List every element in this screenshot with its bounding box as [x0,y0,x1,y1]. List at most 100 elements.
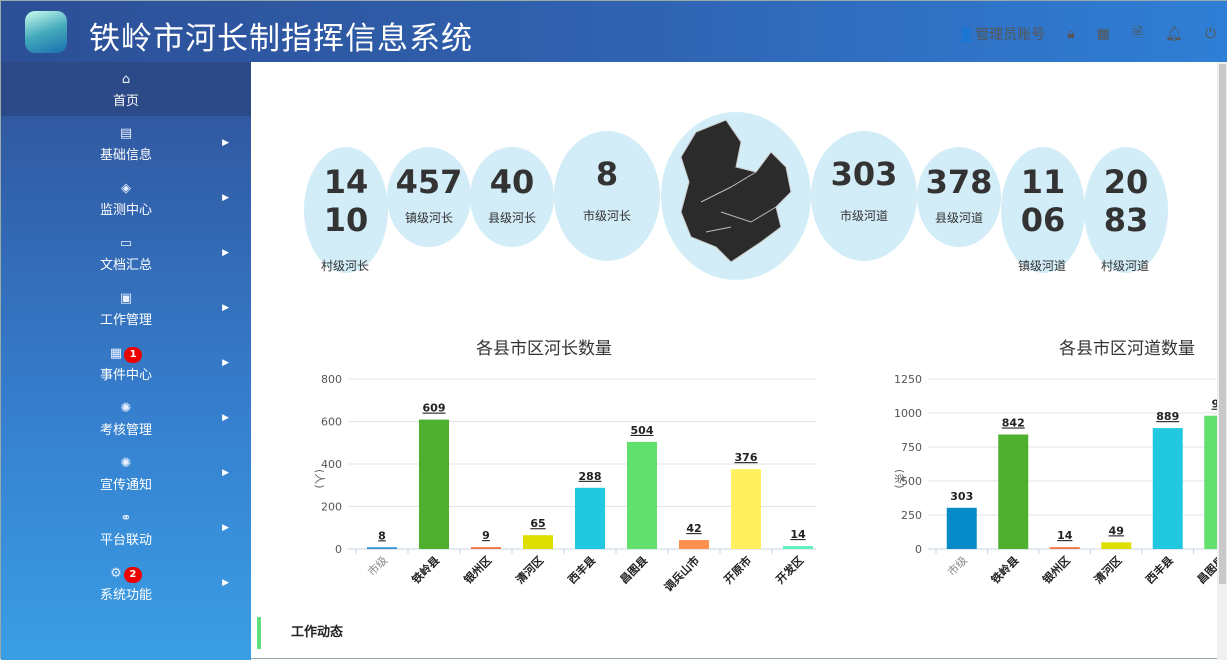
y-tick-label: 0 [915,543,922,556]
bar [575,487,605,549]
file-icon: ▤ [119,126,133,141]
y-tick-label: 1000 [894,407,922,420]
stat-town-river[interactable]: 1106 [1001,147,1085,273]
caret-right-icon: ▶ [222,523,229,533]
y-tick-label: 1250 [894,373,922,386]
sidebar: ⌂ 首页 ▤ 基础信息 ▶ ◈ 监测中心 ▶ ▭ 文档汇总 ▶ ▣ 工作管理 ▶ ▦ 1 事件中心 ▶ ✺ 考核管理 ▶… [1,62,251,660]
map-bubble[interactable] [661,112,811,280]
stat-village-river[interactable]: 2083 [1084,147,1168,273]
x-tick-label: 西丰县 [565,553,598,586]
x-tick-label: 市级 [944,553,969,578]
caret-right-icon: ▶ [222,303,229,313]
grid-icon: ▦ 1 [1,336,251,364]
caret-right-icon: ▶ [222,468,229,478]
tieling-map [680,119,792,263]
scrollbar[interactable] [1217,62,1227,660]
y-tick-label: 200 [321,501,342,514]
bar [419,419,449,549]
y-tick-label: 600 [321,416,342,429]
sidebar-item-5[interactable]: ▦ 1 事件中心 ▶ [1,336,251,391]
sidebar-item-3[interactable]: ▭ 文档汇总 ▶ [1,226,251,281]
stat-village-chief[interactable]: 1410 [304,147,388,273]
sidebar-item-label: 首页 [112,94,139,109]
caret-right-icon: ▶ [222,193,229,203]
sidebar-item-label: 宣传通知 [99,478,152,493]
y-tick-label: 750 [901,441,922,454]
bar [679,540,709,549]
user-icon: 👤 [957,27,976,43]
lock-icon[interactable]: 🔒︎ [1067,26,1075,42]
power-icon[interactable]: ⏻ [1204,26,1216,42]
sidebar-item-2[interactable]: ◈ 监测中心 ▶ [1,171,251,226]
caret-right-icon: ▶ [222,578,229,588]
bar [367,547,397,549]
stat-city-chief[interactable]: 8 市级河长 [554,131,660,261]
sidebar-item-8[interactable]: ⚭ 平台联动 ▶ [1,501,251,556]
y-tick-label: 500 [901,475,922,488]
sidebar-item-6[interactable]: ✺ 考核管理 ▶ [1,391,251,446]
archive-icon: ▭ [119,236,133,251]
scrollbar-thumb[interactable] [1219,64,1226,584]
work-icon: ▣ [119,291,133,306]
stat-county-river[interactable]: 378 县级河道 [917,147,1001,247]
data-label: 504 [631,424,654,437]
sidebar-item-label: 监测中心 [99,203,152,218]
bell-icon[interactable]: 🔔︎ [1165,26,1183,42]
x-tick-label: 昌图县 [618,554,651,587]
bar [471,547,501,549]
x-tick-label: 开发区 [773,553,806,586]
work-news-title: 工作动态 [257,617,343,649]
sidebar-item-1[interactable]: ▤ 基础信息 ▶ [1,116,251,171]
x-tick-label: 西丰县 [1143,553,1176,586]
stat-county-chief[interactable]: 40 县级河长 [470,147,554,247]
data-label: 65 [530,517,545,530]
dashboard: 1410 村级河长 457 镇级河长 40 县级河长 8 市级河长 303 市级河道 3… [251,62,1217,660]
x-tick-label: 市级 [365,553,390,578]
chart-river-count: 0 250 500 750 1000 1250 (条) 303 市级 842 铁岭县 14 银州区 49 清… [893,373,1217,586]
stat-city-river[interactable]: 303 市级河道 [811,131,917,261]
data-label: 14 [790,528,806,541]
sidebar-item-7[interactable]: ✺ 宣传通知 ▶ [1,446,251,501]
data-label: 98 [1212,398,1217,411]
sidebar-item-9[interactable]: ⚙ 2 系统功能 ▶ [1,556,251,611]
data-label: 42 [686,522,701,535]
x-tick-label: 开原市 [721,553,754,586]
x-tick-label: 调兵山市 [661,553,702,594]
caret-right-icon: ▶ [222,138,229,148]
y-tick-label: 250 [901,509,922,522]
x-tick-label: 清河区 [513,553,546,586]
account-menu[interactable]: 👤管理员账号 [957,27,1046,43]
data-label: 14 [1057,529,1073,542]
chart-chief-count: 0 200 400 600 800 (人) 8 市级 609 铁岭县 9 银州区 65 清河区 288 西丰县… [313,373,816,594]
y-axis-label: (人) [313,469,326,489]
qrcode-icon[interactable]: ▦ [1096,26,1110,42]
header: 铁岭市河长制指挥信息系统 👤管理员账号 🔒︎ ▦ 🗎 🔔︎ ⏻ [1,1,1227,62]
home-icon: ⌂ [121,72,131,87]
x-tick-label: 铁岭县 [988,553,1021,586]
bar [1204,415,1217,549]
data-label: 303 [950,490,973,503]
bar [627,441,657,549]
document-icon[interactable]: 🗎 [1131,25,1144,41]
settings-icon: ⚙ 2 [1,556,251,584]
data-label: 49 [1109,524,1124,537]
x-tick-label: 铁岭县 [409,553,442,586]
bar [783,546,813,549]
stat-label: 村级河道 [1101,259,1150,273]
bar [1049,547,1080,549]
data-label: 288 [579,470,602,483]
sidebar-item-4[interactable]: ▣ 工作管理 ▶ [1,281,251,336]
data-label: 9 [482,529,490,542]
gear-icon: ✺ [120,401,132,416]
chart2-title: 各县市区河道数量 [1059,339,1195,359]
y-axis-label: (条) [893,469,907,489]
sidebar-item-label: 系统功能 [99,588,152,603]
stat-label: 镇级河道 [1018,259,1067,273]
bar [946,507,977,549]
gear-icon: ✺ [120,456,132,471]
bar [523,535,553,549]
stat-town-chief[interactable]: 457 镇级河长 [387,147,471,247]
data-label: 889 [1156,410,1179,423]
x-tick-label: 银州区 [1040,553,1073,586]
sidebar-item-0[interactable]: ⌂ 首页 [1,62,251,116]
